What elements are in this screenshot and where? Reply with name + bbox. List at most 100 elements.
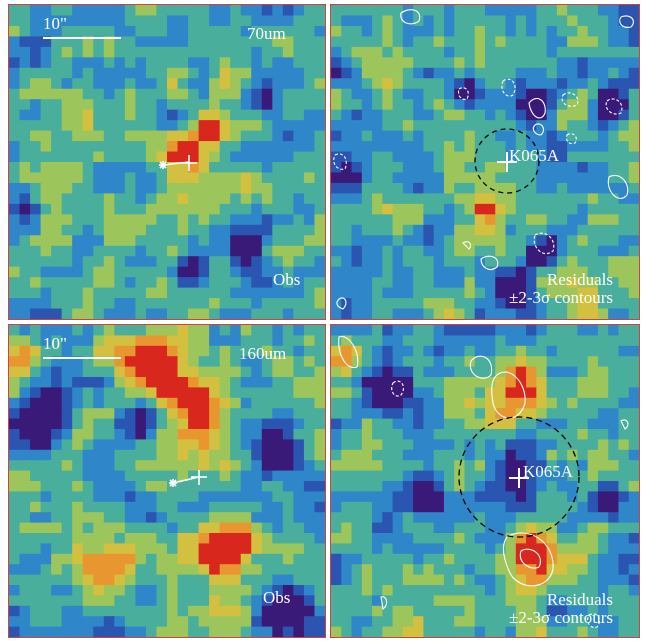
heatmap-pixel	[608, 387, 620, 399]
heatmap-pixel	[433, 481, 445, 492]
heatmap-pixel	[413, 88, 424, 100]
heatmap-pixel	[526, 162, 537, 174]
heatmap-pixel	[618, 214, 630, 226]
heatmap-pixel	[303, 120, 316, 132]
heatmap-pixel	[209, 130, 221, 142]
heatmap-pixel	[392, 585, 404, 597]
heatmap-pixel	[114, 235, 126, 247]
heatmap-pixel	[341, 595, 353, 607]
heatmap-pixel	[474, 46, 486, 58]
heatmap-pixel	[413, 335, 424, 347]
heatmap-pixel	[464, 193, 476, 205]
heatmap-pixel	[103, 141, 115, 153]
heatmap-pixel	[124, 501, 136, 513]
heatmap-pixel	[293, 235, 305, 247]
heatmap-pixel	[331, 460, 342, 472]
heatmap-pixel	[331, 366, 342, 378]
heatmap-pixel	[82, 481, 94, 492]
heatmap-pixel	[293, 78, 305, 90]
heatmap-pixel	[628, 460, 639, 472]
heatmap-pixel	[293, 120, 305, 132]
heatmap-pixel	[272, 235, 284, 247]
heatmap-pixel	[618, 266, 630, 278]
heatmap-pixel	[124, 57, 136, 69]
heatmap-pixel	[392, 120, 404, 132]
heatmap-pixel	[135, 109, 147, 121]
heatmap-pixel	[331, 130, 342, 142]
heatmap-pixel	[103, 109, 115, 121]
heatmap-pixel	[546, 88, 558, 100]
heatmap-pixel	[230, 182, 242, 194]
heatmap-pixel	[30, 256, 42, 268]
heatmap-pixel	[413, 120, 424, 132]
heatmap-pixel	[167, 512, 179, 524]
heatmap-pixel	[156, 130, 168, 142]
heatmap-pixel	[167, 224, 179, 236]
heatmap-pixel	[454, 109, 466, 121]
heatmap-pixel	[413, 574, 424, 586]
heatmap-pixel	[372, 616, 383, 628]
heatmap-pixel	[526, 120, 537, 132]
heatmap-pixel	[443, 36, 455, 48]
heatmap-pixel	[618, 626, 630, 637]
heatmap-pixel	[261, 36, 273, 48]
heatmap-pixel	[361, 387, 373, 399]
heatmap-pixel	[361, 605, 373, 617]
heatmap-pixel	[209, 78, 221, 90]
heatmap-pixel	[167, 46, 179, 58]
heatmap-pixel	[209, 522, 221, 534]
heatmap-pixel	[597, 15, 609, 27]
heatmap-pixel	[597, 193, 609, 205]
heatmap-pixel	[124, 585, 136, 597]
heatmap-pixel	[628, 67, 639, 79]
heatmap-pixel	[198, 418, 210, 430]
heatmap-pixel	[341, 491, 353, 503]
heatmap-pixel	[587, 193, 599, 205]
heatmap-pixel	[526, 203, 537, 215]
heatmap-pixel	[251, 564, 263, 576]
heatmap-pixel	[505, 553, 517, 565]
heatmap-pixel	[282, 5, 294, 17]
heatmap-pixel	[40, 46, 52, 58]
heatmap-pixel	[293, 88, 305, 100]
heatmap-pixel	[402, 151, 414, 163]
heatmap-pixel	[261, 287, 273, 299]
heatmap-pixel	[93, 439, 105, 451]
heatmap-pixel	[628, 408, 639, 420]
heatmap-pixel	[577, 193, 589, 205]
heatmap-pixel	[351, 626, 363, 637]
heatmap-pixel	[188, 418, 200, 430]
heatmap-pixel	[402, 25, 414, 37]
heatmap-pixel	[505, 387, 517, 399]
heatmap-pixel	[495, 376, 507, 388]
heatmap-pixel	[103, 616, 115, 628]
heatmap-pixel	[72, 256, 84, 268]
heatmap-pixel	[19, 298, 31, 310]
heatmap-pixel	[93, 78, 105, 90]
heatmap-pixel	[577, 182, 589, 194]
heatmap-pixel	[114, 298, 126, 310]
heatmap-pixel	[314, 512, 325, 524]
heatmap-pixel	[382, 287, 394, 299]
heatmap-pixel	[30, 325, 42, 336]
heatmap-pixel	[30, 366, 42, 378]
heatmap-pixel	[618, 585, 630, 597]
heatmap-pixel	[454, 298, 466, 310]
heatmap-pixel	[61, 193, 73, 205]
heatmap-pixel	[505, 335, 517, 347]
heatmap-pixel	[124, 287, 136, 299]
heatmap-pixel	[19, 256, 31, 268]
heatmap-pixel	[382, 501, 394, 513]
heatmap-pixel	[556, 449, 568, 461]
heatmap-pixel	[382, 15, 394, 27]
heatmap-pixel	[282, 553, 294, 565]
heatmap-pixel	[433, 345, 445, 357]
heatmap-pixel	[282, 46, 294, 58]
heatmap-pixel	[361, 15, 373, 27]
heatmap-pixel	[156, 626, 168, 637]
heatmap-pixel	[230, 57, 242, 69]
heatmap-pixel	[303, 345, 316, 357]
heatmap-pixel	[61, 46, 73, 58]
heatmap-pixel	[413, 605, 424, 617]
heatmap-pixel	[567, 46, 578, 58]
